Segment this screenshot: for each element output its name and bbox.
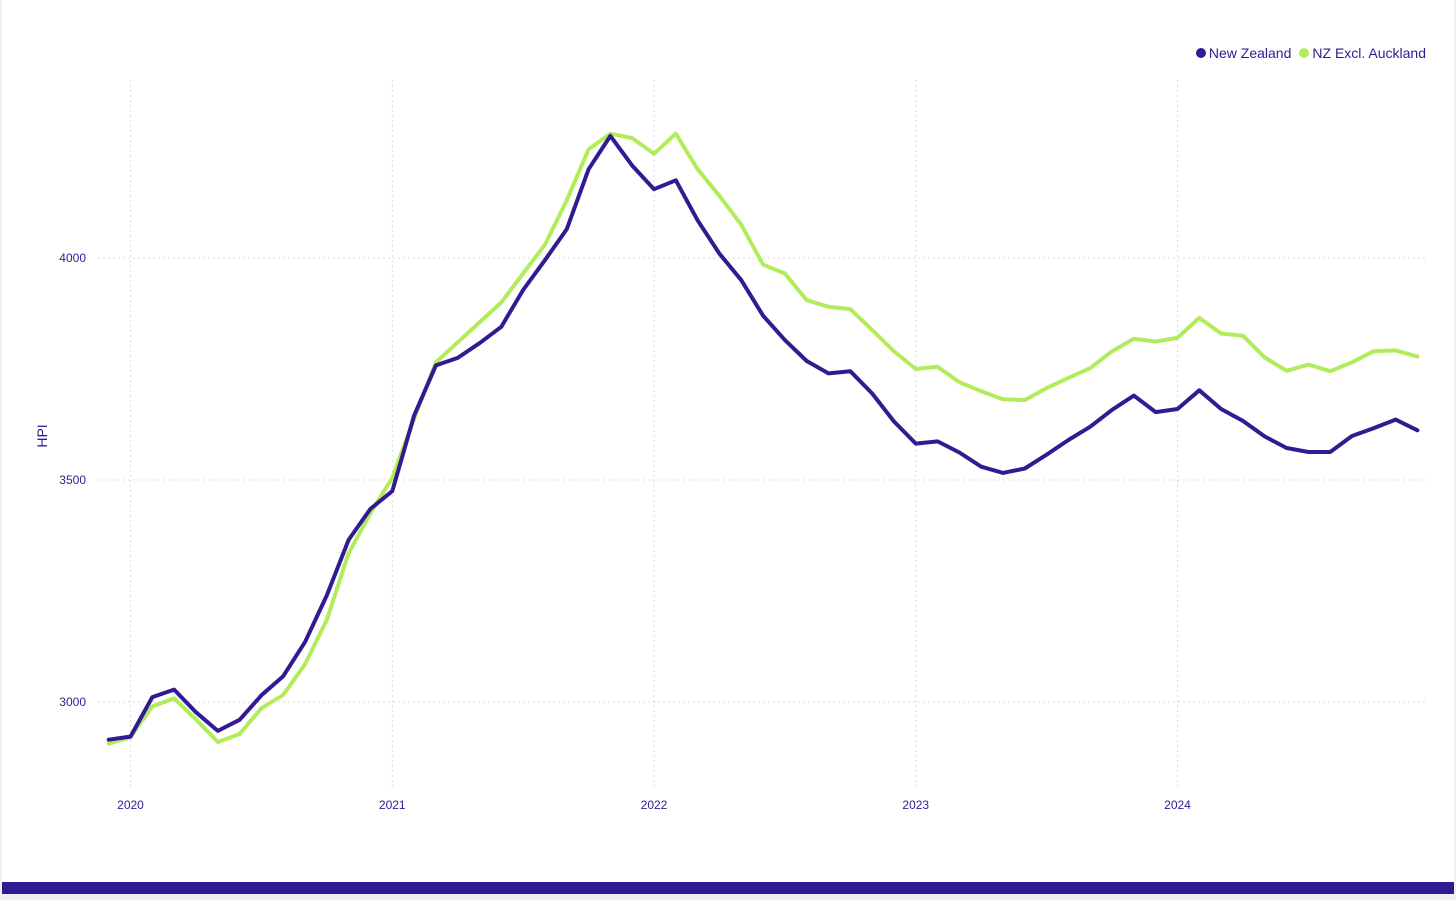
series-line-new-zealand[interactable] — [106, 133, 1420, 742]
legend-marker-nz-excl-auckland — [1299, 48, 1310, 58]
y-tick-label-3500: 3500 — [59, 473, 86, 487]
legend-marker-new-zealand — [1195, 48, 1206, 58]
series-lines — [106, 131, 1420, 746]
y-axis-ticks: 3000 3500 4000 — [59, 251, 86, 709]
x-tick-label-2023: 2023 — [902, 798, 929, 812]
x-tick-label-2020: 2020 — [117, 798, 144, 812]
series-line-nz-excl-auckland[interactable] — [106, 131, 1420, 746]
x-axis-ticks: 2020 2021 2022 2023 2024 — [117, 798, 1191, 812]
y-axis-title: HPI — [34, 424, 50, 447]
x-tick-label-2022: 2022 — [641, 798, 668, 812]
x-tick-label-2024: 2024 — [1164, 798, 1191, 812]
chart-grid — [98, 80, 1428, 790]
legend-item-new-zealand[interactable]: New Zealand — [1195, 45, 1292, 61]
x-tick-label-2021: 2021 — [379, 798, 406, 812]
legend-label-new-zealand: New Zealand — [1208, 45, 1292, 61]
legend-item-nz-excl-auckland[interactable]: NZ Excl. Auckland — [1299, 45, 1426, 61]
legend-label-nz-excl-auckland: NZ Excl. Auckland — [1312, 45, 1426, 61]
chart-card — [2, 0, 1454, 882]
footer-accent-bar — [2, 882, 1454, 894]
chart-legend: New Zealand NZ Excl. Auckland — [1195, 45, 1426, 61]
y-tick-label-3000: 3000 — [59, 695, 86, 709]
y-tick-label-4000: 4000 — [59, 251, 86, 265]
